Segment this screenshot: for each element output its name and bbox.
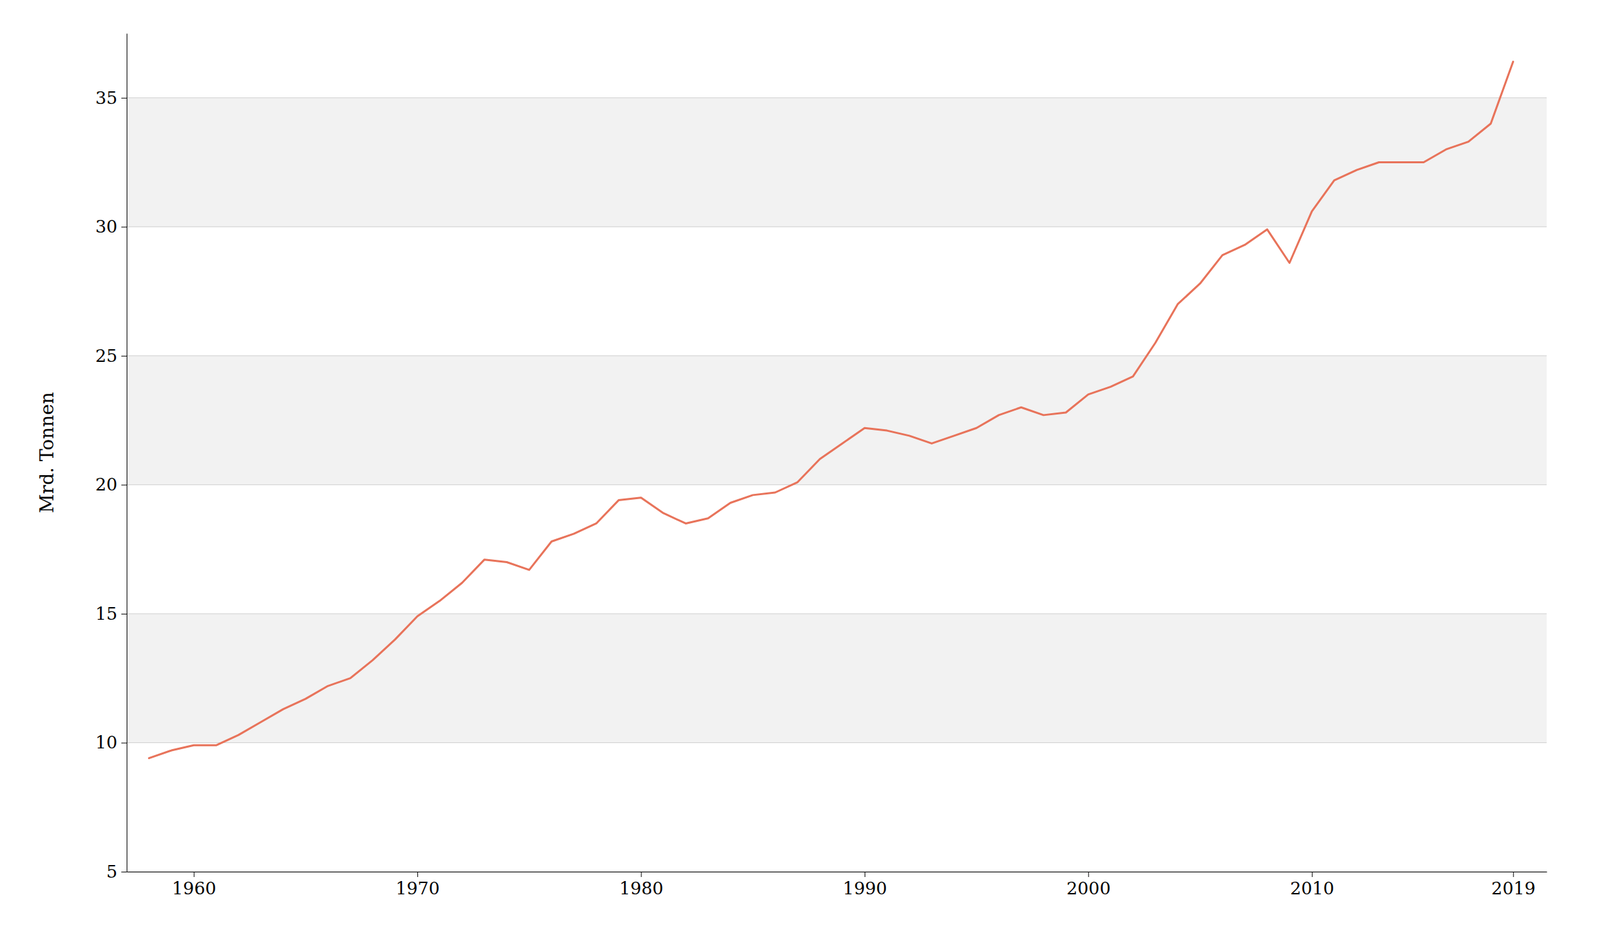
grid-line <box>126 355 1547 356</box>
grid-line <box>126 742 1547 744</box>
x-tick-label: 2019 <box>1491 878 1536 899</box>
x-axis-line <box>127 872 1548 873</box>
y-tick-mark <box>121 356 127 357</box>
x-tick-mark <box>864 872 866 878</box>
y-tick-mark <box>121 226 127 228</box>
y-tick: 30 <box>95 216 127 237</box>
x-axis: 1960 1970 1980 1990 2000 2010 2019 <box>127 872 1548 899</box>
y-tick: 35 <box>95 88 127 108</box>
y-tick-mark <box>121 872 127 873</box>
data-line <box>149 62 1514 759</box>
y-tick-label: 10 <box>95 732 118 753</box>
x-tick: 1980 <box>619 872 664 899</box>
marks <box>149 62 1514 759</box>
x-tick-mark <box>194 872 195 878</box>
grid-line <box>126 97 1547 98</box>
x-tick: 2010 <box>1290 872 1334 899</box>
y-tick: 20 <box>95 474 127 495</box>
grid-line <box>126 872 1547 873</box>
y-tick: 10 <box>95 732 127 753</box>
y-tick-label: 15 <box>95 604 118 624</box>
x-tick-mark <box>1513 872 1514 878</box>
grid-line <box>126 613 1547 614</box>
x-tick-label: 2010 <box>1290 878 1334 899</box>
x-tick: 1970 <box>395 872 440 899</box>
x-tick-label: 2000 <box>1066 878 1111 899</box>
y-axis-line <box>126 34 128 873</box>
band <box>126 614 1547 744</box>
grid-line <box>126 226 1547 228</box>
band <box>126 356 1547 486</box>
x-tick: 2000 <box>1066 872 1111 899</box>
x-tick-label: 1990 <box>842 878 887 899</box>
x-tick-label: 1960 <box>172 878 216 899</box>
y-tick-mark <box>121 614 127 615</box>
x-tick-mark <box>640 872 642 878</box>
x-tick-mark <box>1312 872 1313 878</box>
y-axis: 5 10 15 20 25 30 35 <box>95 34 128 882</box>
x-tick: 2019 <box>1491 872 1536 899</box>
chart: 1960 1970 1980 1990 2000 2010 2019 5 10 15 20 25 30 3… <box>0 0 1600 945</box>
y-axis-title: Mrd. Tonnen <box>36 392 58 514</box>
band <box>126 98 1547 228</box>
x-tick-mark <box>1088 872 1089 878</box>
y-tick-mark <box>121 98 127 99</box>
y-tick-mark <box>121 484 127 486</box>
y-tick-label: 5 <box>106 862 118 882</box>
y-tick-label: 20 <box>95 474 118 495</box>
y-tick: 5 <box>106 862 127 882</box>
y-tick: 15 <box>95 604 127 624</box>
x-tick-label: 1970 <box>395 878 440 899</box>
x-tick: 1990 <box>842 872 887 899</box>
y-tick-label: 25 <box>95 346 118 366</box>
bands <box>126 98 1547 744</box>
x-tick-label: 1980 <box>619 878 664 899</box>
grid-line <box>126 484 1547 486</box>
grid <box>126 98 1547 872</box>
y-tick: 25 <box>95 346 127 366</box>
x-tick-mark <box>417 872 418 878</box>
y-tick-mark <box>121 742 127 744</box>
x-tick: 1960 <box>172 872 216 899</box>
y-tick-label: 35 <box>95 88 118 108</box>
y-tick-label: 30 <box>95 216 118 237</box>
